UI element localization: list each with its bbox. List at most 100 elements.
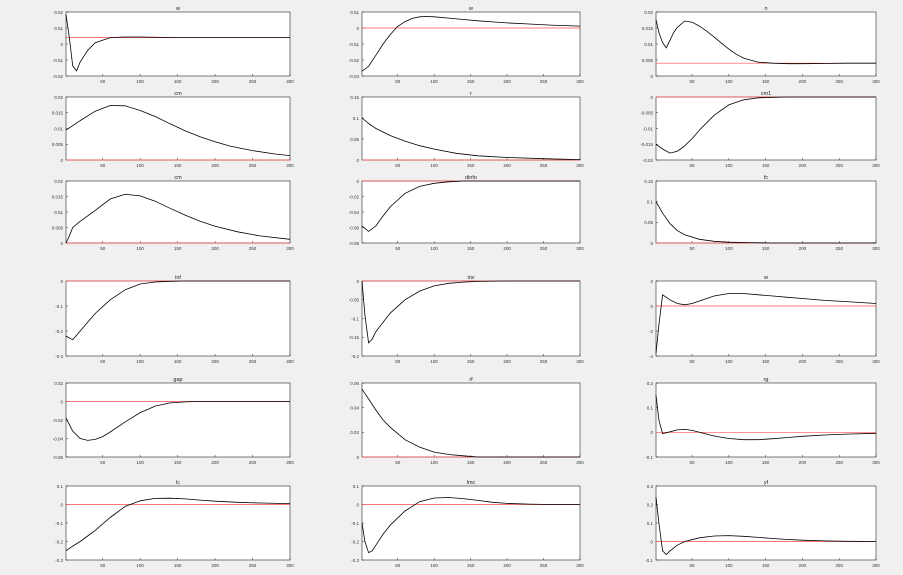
x-tick-label: 150 <box>174 460 182 465</box>
subplot-1: w 0.02 0.01 0 -0.01 -0.02 50 100 150 200 250 300 <box>53 6 295 84</box>
y-tick-label: -0.1 <box>351 521 359 526</box>
y-tick-label: 0 <box>356 502 359 507</box>
x-tick-label: 200 <box>503 79 511 84</box>
axes-box <box>361 382 581 458</box>
subplot-title: yf <box>764 480 769 486</box>
series-line <box>65 105 291 156</box>
x-tick-label: 300 <box>576 246 584 251</box>
y-tick-label: -0.02 <box>53 418 64 423</box>
x-tick-label: 300 <box>286 460 294 465</box>
y-tick-label: 0.3 <box>647 484 654 489</box>
y-tick-label: 0.1 <box>647 405 654 410</box>
subplot-5: r 0.15 0.1 0.05 0 50 100 150 200 250 300 <box>350 91 584 168</box>
subplot-title: inv <box>467 275 474 281</box>
x-tick-label: 300 <box>576 563 584 568</box>
x-tick-label: 200 <box>211 163 219 168</box>
y-tick-label: 0 <box>650 539 653 544</box>
x-tick-label: 300 <box>872 563 880 568</box>
x-tick-label: 150 <box>174 246 182 251</box>
y-tick-label: 0 <box>60 399 63 404</box>
x-tick-label: 300 <box>576 79 584 84</box>
x-tick-label: 250 <box>835 359 843 364</box>
subplot-16: lc 0.1 0 -0.1 -0.2 -0.3 50 100 150 200 250 300 <box>55 480 294 568</box>
axes-box <box>655 96 877 161</box>
y-tick-label: 0.01 <box>54 26 63 31</box>
x-tick-label: 150 <box>467 246 475 251</box>
y-tick-label: -0.06 <box>349 225 360 230</box>
x-tick-label: 200 <box>799 246 807 251</box>
x-tick-label: 200 <box>799 163 807 168</box>
x-tick-label: 150 <box>762 79 770 84</box>
y-tick-label: 0.02 <box>54 95 63 100</box>
series-line <box>361 280 580 344</box>
x-tick-label: 300 <box>286 79 294 84</box>
axes-box <box>361 11 581 77</box>
x-tick-label: 50 <box>395 79 401 84</box>
x-tick-label: 300 <box>576 460 584 465</box>
x-tick-label: 50 <box>690 163 696 168</box>
x-tick-label: 200 <box>799 79 807 84</box>
x-tick-label: 200 <box>211 563 219 568</box>
subplot-title: inf <box>175 275 181 281</box>
x-tick-label: 300 <box>286 359 294 364</box>
series-line <box>65 280 290 341</box>
y-tick-label: 0.1 <box>57 484 64 489</box>
subplot-13: gap 0.02 0 -0.02 -0.04 -0.06 50 100 150 200 250 300 <box>53 377 295 465</box>
x-tick-label: 50 <box>395 460 401 465</box>
y-tick-label: 0 <box>650 241 653 246</box>
axes-box <box>65 96 291 161</box>
x-tick-label: 150 <box>467 359 475 364</box>
x-tick-label: 50 <box>690 359 696 364</box>
x-tick-label: 300 <box>576 163 584 168</box>
axes-box <box>65 485 291 561</box>
y-tick-label: -4 <box>649 354 653 359</box>
y-tick-label: 0.2 <box>647 381 654 386</box>
x-tick-label: 150 <box>467 79 475 84</box>
y-tick-label: -0.3 <box>55 354 63 359</box>
y-tick-label: -0.03 <box>349 74 360 79</box>
x-tick-label: 100 <box>430 563 438 568</box>
y-tick-label: -0.1 <box>645 455 653 460</box>
y-tick-label: 0 <box>356 179 359 184</box>
y-tick-label: -0.1 <box>351 316 359 321</box>
x-tick-label: 150 <box>762 460 770 465</box>
axes-box <box>65 382 291 458</box>
x-tick-label: 200 <box>503 163 511 168</box>
x-tick-label: 250 <box>835 163 843 168</box>
y-tick-label: 0.2 <box>647 502 654 507</box>
x-tick-label: 300 <box>872 246 880 251</box>
y-tick-label: -0.15 <box>349 335 360 340</box>
subplot-title: gap <box>173 377 182 383</box>
y-tick-label: 2 <box>650 279 653 284</box>
x-tick-label: 100 <box>136 246 144 251</box>
y-tick-label: -0.05 <box>349 298 360 303</box>
subplot-7: cm 0.02 0.015 0.01 0.005 0 50 100 150 200 250 300 <box>52 175 295 251</box>
x-tick-label: 150 <box>174 563 182 568</box>
x-tick-label: 200 <box>503 359 511 364</box>
y-tick-label: -0.015 <box>640 142 653 147</box>
x-tick-label: 150 <box>174 359 182 364</box>
y-tick-label: -0.2 <box>55 539 63 544</box>
x-tick-label: 100 <box>430 163 438 168</box>
y-tick-label: 0.15 <box>350 95 359 100</box>
subplot-title: lc <box>176 480 180 486</box>
y-tick-label: -0.06 <box>53 455 64 460</box>
subplot-12: w 2 0 -2 -4 50 100 150 200 250 300 <box>649 275 880 364</box>
y-tick-label: 0.05 <box>350 137 359 142</box>
y-tick-label: 0.01 <box>54 126 63 131</box>
y-tick-label: -2 <box>649 329 653 334</box>
x-tick-label: 250 <box>249 460 257 465</box>
x-tick-label: 50 <box>100 246 106 251</box>
series-line <box>361 388 580 458</box>
x-tick-label: 250 <box>835 246 843 251</box>
x-tick-label: 300 <box>286 163 294 168</box>
x-tick-label: 100 <box>725 563 733 568</box>
y-tick-label: 0 <box>60 502 63 507</box>
x-tick-label: 250 <box>540 359 548 364</box>
subplot-4: cm 0.02 0.015 0.01 0.005 0 50 100 150 200 250 300 <box>52 91 295 168</box>
x-tick-label: 250 <box>540 163 548 168</box>
y-tick-label: 0.15 <box>644 179 653 184</box>
x-tick-label: 200 <box>799 460 807 465</box>
y-tick-label: 0.015 <box>52 194 64 199</box>
